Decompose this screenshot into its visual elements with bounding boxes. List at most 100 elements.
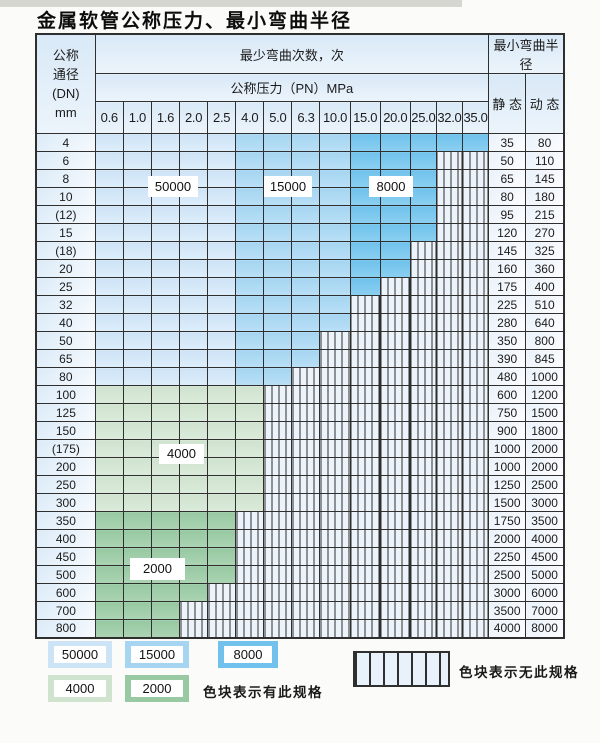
cycle-cell-50000 (178, 313, 209, 332)
pressure-column-header: 25.0 (409, 101, 437, 134)
cycle-cell-4000 (122, 421, 152, 440)
no-spec-cell (461, 277, 490, 296)
dynamic-radius-cell: 145 (525, 169, 565, 188)
table-row: 125 750 1500 (35, 403, 565, 422)
table-row: 80 480 1000 (35, 367, 565, 386)
dynamic-radius-cell: 845 (525, 349, 565, 368)
no-spec-cell (319, 493, 351, 512)
no-spec-cell (291, 475, 321, 494)
dn-cell: 40 (35, 313, 96, 332)
no-spec-cell (409, 295, 437, 314)
no-spec-cell (379, 547, 411, 566)
cycle-cell-15000 (235, 151, 265, 170)
dynamic-radius-cell: 400 (525, 277, 565, 296)
dn-cell: 400 (35, 529, 96, 548)
cycle-cell-50000 (178, 223, 209, 242)
cycle-cell-50000 (178, 259, 209, 278)
no-spec-cell (379, 403, 411, 422)
static-radius-cell: 3000 (488, 583, 527, 602)
cycle-cell-15000 (291, 331, 321, 350)
no-spec-cell (461, 583, 490, 602)
cycle-cell-50000 (207, 259, 237, 278)
no-spec-cell (349, 313, 381, 332)
cycle-cell-4000 (235, 439, 265, 458)
no-spec-cell (263, 547, 293, 566)
cycle-cell-15000 (263, 367, 293, 386)
dn-cell: 700 (35, 601, 96, 620)
cycle-cell-15000 (319, 187, 351, 206)
min-radius-header: 最小弯曲半径 (488, 33, 565, 74)
no-spec-cell (461, 547, 490, 566)
cycle-cell-2000 (122, 529, 152, 548)
no-spec-cell (379, 493, 411, 512)
dn-cell: 15 (35, 223, 96, 242)
cycle-cell-8000 (379, 259, 411, 278)
static-radius-cell: 1000 (488, 439, 527, 458)
table-header: 公称 通径 (DN) mm 最少弯曲次数，次 最小弯曲半径 公称压力（PN）MP… (35, 33, 565, 134)
cycle-cell-2000 (122, 583, 152, 602)
no-spec-cell (461, 295, 490, 314)
no-spec-cell (379, 295, 411, 314)
table-row: 700 3500 7000 (35, 601, 565, 620)
cycle-cell-4000 (235, 385, 265, 404)
static-radius-cell: 1750 (488, 511, 527, 530)
cycle-cell-15000 (235, 367, 265, 386)
no-spec-cell (291, 529, 321, 548)
cycle-cell-50000 (178, 295, 209, 314)
cycle-cell-2000 (122, 601, 152, 620)
cycle-cell-8000 (379, 241, 411, 260)
cycle-count-label: 15000 (264, 176, 312, 197)
no-spec-cell (349, 403, 381, 422)
cycle-cell-50000 (150, 331, 181, 350)
no-spec-cell (461, 367, 490, 386)
static-radius-cell: 120 (488, 223, 527, 242)
dynamic-radius-cell: 1800 (525, 421, 565, 440)
cycle-cell-2000 (150, 529, 181, 548)
cycle-cell-15000 (291, 277, 321, 296)
cycle-cell-4000 (122, 457, 152, 476)
no-spec-cell (409, 385, 437, 404)
cycle-cell-50000 (207, 331, 237, 350)
cycle-cell-15000 (235, 349, 265, 368)
dn-cell: (175) (35, 439, 96, 458)
table-row: 15 120 270 (35, 223, 565, 242)
no-spec-cell (291, 565, 321, 584)
no-spec-cell (409, 601, 437, 620)
cycle-cell-4000 (178, 421, 209, 440)
cycle-cell-15000 (319, 205, 351, 224)
cycle-cell-50000 (122, 205, 152, 224)
no-spec-cell (235, 511, 265, 530)
pressure-column-header: 35.0 (461, 101, 490, 134)
legend-has-spec-text: 色块表示有此规格 (203, 685, 323, 700)
legend-item-4000: 4000 (48, 675, 112, 702)
no-spec-cell (263, 565, 293, 584)
no-spec-cell (379, 565, 411, 584)
cycle-cell-50000 (94, 151, 124, 170)
no-spec-cell (319, 547, 351, 566)
static-radius-cell: 3500 (488, 601, 527, 620)
cycle-cell-4000 (150, 385, 181, 404)
cycle-cell-50000 (150, 241, 181, 260)
cycle-cell-8000 (409, 169, 437, 188)
no-spec-cell (461, 493, 490, 512)
no-spec-cell (435, 529, 463, 548)
no-spec-cell (263, 475, 293, 494)
cycle-cell-15000 (291, 223, 321, 242)
no-spec-cell (461, 187, 490, 206)
dn-header-cell: 公称 通径 (DN) mm (35, 33, 96, 134)
no-spec-cell (435, 619, 463, 638)
no-spec-cell (379, 529, 411, 548)
no-spec-cell (319, 331, 351, 350)
cycle-cell-4000 (122, 475, 152, 494)
dynamic-radius-cell: 325 (525, 241, 565, 260)
cycle-cell-50000 (122, 277, 152, 296)
no-spec-cell (379, 367, 411, 386)
no-spec-cell (409, 241, 437, 260)
no-spec-cell (319, 385, 351, 404)
dynamic-radius-cell: 2000 (525, 457, 565, 476)
dn-cell: 4 (35, 133, 96, 152)
no-spec-cell (435, 493, 463, 512)
cycle-cell-50000 (150, 295, 181, 314)
no-spec-cell (263, 601, 293, 620)
table-row: 200 1000 2000 (35, 457, 565, 476)
